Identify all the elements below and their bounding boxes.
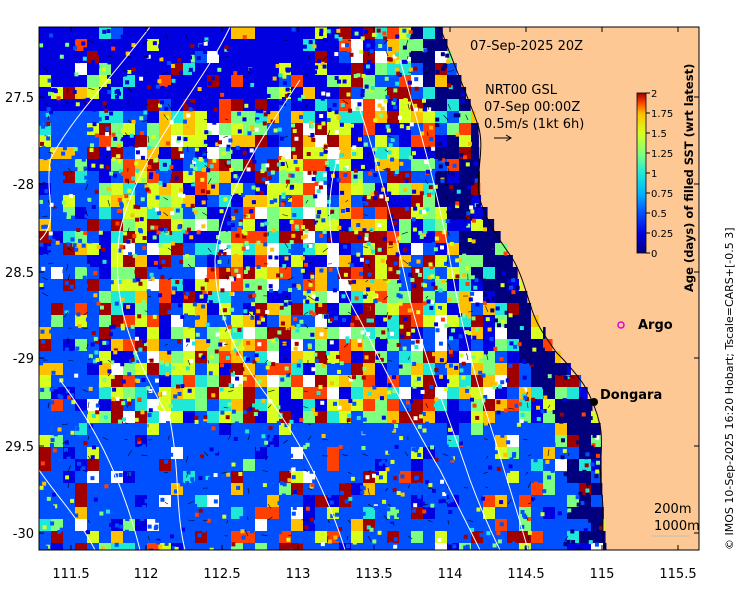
sst-age-pixels bbox=[39, 27, 607, 550]
current-scale-arrow-icon bbox=[494, 134, 512, 142]
magenta-circle-icon bbox=[617, 321, 625, 329]
colorbar-tick-label: 1 bbox=[651, 169, 657, 180]
x-tick-label: 114 bbox=[438, 567, 463, 582]
x-axis: 111.5 112 112.5 113 113.5 114 114.5 115 115.5 bbox=[52, 27, 697, 582]
x-tick-label: 112 bbox=[134, 567, 159, 582]
colorbar-tick-label: 0.75 bbox=[651, 189, 673, 200]
x-tick-label: 113 bbox=[286, 567, 311, 582]
credit-text: © IMOS 10-Sep-2025 16:20 Hobart; Tscale=… bbox=[723, 227, 736, 550]
y-tick-label: -29 bbox=[13, 352, 34, 367]
map-plot-area bbox=[39, 27, 699, 550]
colorbar-tick-label: 1.75 bbox=[651, 109, 673, 120]
current-label-line1: NRT00 GSL bbox=[485, 83, 558, 98]
y-tick-label: 28.5 bbox=[5, 266, 34, 281]
colorbar-ticks: 2 1.75 1.5 1.25 1 0.75 0.5 0.25 0 bbox=[646, 89, 673, 260]
colorbar-tick-label: 0 bbox=[651, 249, 657, 260]
isobath-legend-1000m: 1000m bbox=[654, 519, 700, 534]
y-tick-label: -30 bbox=[13, 527, 34, 542]
y-tick-label: 29.5 bbox=[5, 440, 34, 455]
x-tick-label: 112.5 bbox=[203, 567, 240, 582]
colorbar bbox=[636, 92, 647, 254]
isobath-contours bbox=[39, 27, 529, 550]
colorbar-tick-label: 0.5 bbox=[651, 209, 667, 220]
x-tick-label: 114.5 bbox=[507, 567, 544, 582]
colorbar-tick-label: 0.25 bbox=[651, 229, 673, 240]
place-label-argo: Argo bbox=[638, 318, 673, 333]
y-axis: 27.5 -28 28.5 -29 29.5 -30 bbox=[5, 91, 699, 542]
coastline bbox=[439, 27, 607, 550]
black-dot-icon bbox=[590, 398, 598, 406]
x-tick-label: 115 bbox=[590, 567, 615, 582]
colorbar-tick-label: 1.25 bbox=[651, 149, 673, 160]
colorbar-tick-label: 1.5 bbox=[651, 129, 667, 140]
colorbar-tick-label: 2 bbox=[651, 89, 657, 100]
isobath-legend-200m: 200m bbox=[654, 502, 691, 517]
x-tick-label: 113.5 bbox=[355, 567, 392, 582]
current-label-line2: 07-Sep 00:00Z bbox=[484, 100, 580, 115]
x-tick-label: 115.5 bbox=[659, 567, 696, 582]
colorbar-label: Age (days) of filled SST (wrt latest) bbox=[682, 64, 696, 292]
y-tick-label: -28 bbox=[13, 178, 34, 193]
x-tick-label: 111.5 bbox=[52, 567, 89, 582]
y-tick-label: 27.5 bbox=[5, 91, 34, 106]
place-label-dongara: Dongara bbox=[600, 388, 662, 403]
date-label: 07-Sep-2025 20Z bbox=[470, 39, 583, 54]
current-label-line3: 0.5m/s (1kt 6h) bbox=[484, 117, 584, 132]
plot-frame bbox=[38, 26, 700, 551]
